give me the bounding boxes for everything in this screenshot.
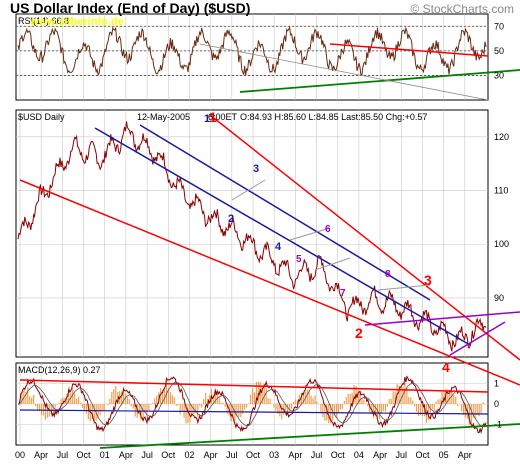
x-tick-label: 04	[354, 450, 364, 460]
x-tick-label: Jul	[141, 450, 153, 460]
x-tick-label: 05	[439, 450, 449, 460]
x-tick-label: Apr	[119, 450, 133, 460]
wave-label-purple: 8	[385, 269, 391, 280]
x-tick-label: 01	[100, 450, 110, 460]
x-tick-label: 03	[269, 450, 279, 460]
price-line	[17, 121, 487, 352]
price-channel-lower-red	[19, 179, 520, 386]
y-tick-label: 120	[494, 132, 509, 142]
x-tick-label: Apr	[204, 450, 218, 460]
x-tick-label: Oct	[331, 450, 346, 460]
rsi-line	[17, 25, 487, 76]
macd-trendline-blue	[19, 409, 489, 415]
x-tick-label: Oct	[246, 450, 261, 460]
x-tick-label: 00	[15, 450, 25, 460]
y-tick-label: 30	[494, 70, 504, 80]
wave-label-blue: 4	[275, 241, 282, 253]
price-channel-lower-blue	[94, 127, 471, 346]
panel-price	[15, 109, 489, 358]
wave-label-purple: 5	[296, 254, 302, 265]
x-tick-label: 02	[184, 450, 194, 460]
x-tick-label: Jul	[311, 450, 323, 460]
wave-label-purple: 7	[340, 288, 346, 299]
price-date-label: 12-May-2005	[137, 112, 190, 122]
x-tick-label: Oct	[415, 450, 430, 460]
y-tick-label: 90	[494, 293, 504, 303]
panel-rsi	[15, 13, 489, 101]
wave-label-red: 4	[442, 359, 450, 375]
y-tick-label: 70	[494, 21, 504, 31]
macd-trendline-green	[99, 423, 520, 449]
y-tick-label: -1	[494, 420, 502, 430]
watermark: www.silberinfo.de	[30, 16, 124, 28]
price-time-label: 6:00ET	[208, 112, 238, 122]
x-tick-label: Jul	[396, 450, 408, 460]
wave-label-red: 3	[424, 272, 432, 288]
price-triangle-line	[231, 179, 266, 201]
price-triangle-line	[314, 257, 351, 271]
price-panel-label: $USD Daily	[18, 112, 65, 122]
wave-label-blue: 1	[204, 113, 210, 125]
macd-signal-line	[18, 381, 487, 427]
rsi-trendline-green	[239, 69, 520, 93]
y-tick-label: 50	[494, 46, 504, 56]
rsi-trendline-red	[329, 43, 489, 57]
y-tick-label: 100	[494, 239, 509, 249]
price-triangle-line	[289, 227, 331, 241]
x-tick-label: Apr	[288, 450, 302, 460]
stockcharts-brand[interactable]: © StockCharts.com	[410, 2, 514, 16]
x-tick-label: Oct	[161, 450, 176, 460]
y-tick-label: 1	[494, 379, 499, 389]
price-channel-upper-red	[209, 114, 520, 361]
price-trendline-purple-2	[449, 321, 506, 356]
rsi-label: RSI(14) 66.8	[18, 16, 69, 26]
wave-label-blue: 3	[253, 163, 259, 175]
x-tick-label: Jul	[226, 450, 238, 460]
x-tick-label: Apr	[458, 450, 472, 460]
x-tick-label: Oct	[77, 450, 92, 460]
rsi-trendline-gray	[199, 43, 489, 101]
macd-label: MACD(12,26,9) 0.27	[18, 365, 101, 375]
x-tick-label: Jul	[57, 450, 69, 460]
wave-label-red: 1	[209, 109, 217, 125]
y-tick-label: 0	[494, 399, 499, 409]
macd-trendline-red	[19, 379, 489, 393]
price-channel-upper-blue	[139, 124, 431, 301]
y-tick-label: 110	[494, 186, 508, 196]
price-ohlc-label: O:84.93 H:85.60 L:84.85 Last:85.50 Chg:+…	[240, 112, 427, 122]
wave-label-red: 2	[355, 325, 363, 341]
x-tick-label: Apr	[373, 450, 387, 460]
price-trendline-purple	[364, 311, 520, 326]
price-triangle-line	[377, 284, 431, 291]
chart-title: US Dollar Index (End of Day) ($USD)	[10, 0, 251, 16]
wave-label-blue: 2	[228, 213, 234, 225]
x-tick-label: Apr	[34, 450, 48, 460]
wave-label-purple: 6	[325, 224, 331, 235]
